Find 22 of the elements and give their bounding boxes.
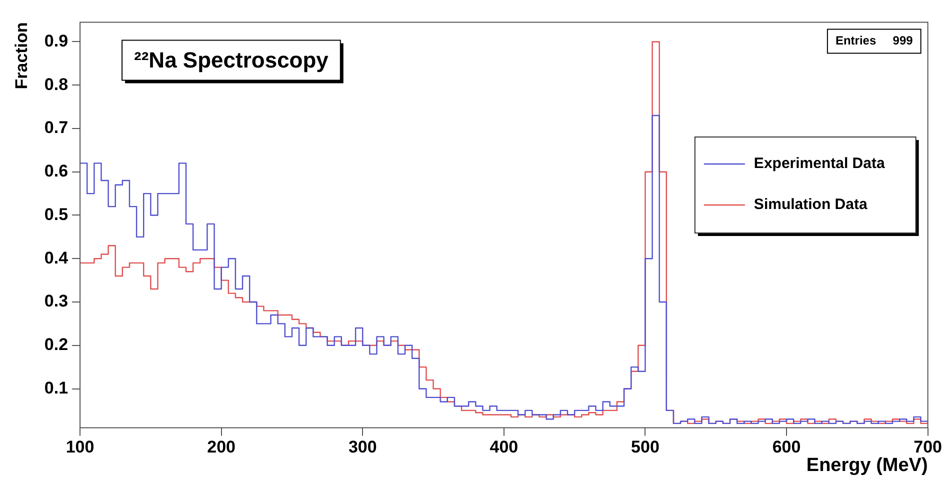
y-tick-label: 0.2 xyxy=(44,335,68,354)
y-tick-label: 0.6 xyxy=(44,162,68,181)
y-tick-label: 0.8 xyxy=(44,74,68,94)
x-tick-label: 300 xyxy=(348,438,377,457)
y-tick-label: 0.3 xyxy=(44,292,68,311)
x-axis-title: Energy (MeV) xyxy=(806,454,928,476)
y-tick-label: 0.5 xyxy=(44,204,68,224)
x-tick-label: 200 xyxy=(207,438,236,457)
y-tick-label: 0.9 xyxy=(44,31,68,50)
x-tick-label: 600 xyxy=(772,438,801,457)
x-tick-label: 500 xyxy=(631,438,660,457)
x-tick-label: 100 xyxy=(66,438,94,457)
x-tick-label: 400 xyxy=(490,438,518,457)
y-tick-label: 0.1 xyxy=(44,378,68,398)
legend-label: Experimental Data xyxy=(754,155,886,172)
legend-label: Simulation Data xyxy=(754,196,868,214)
x-tick-label: 700 xyxy=(914,438,942,457)
text: ²²Na Spectroscopy xyxy=(134,47,330,72)
y-tick-label: 0.4 xyxy=(44,248,69,268)
annotation: Entries 999 xyxy=(835,34,914,48)
y-tick-label: 0.7 xyxy=(44,118,68,138)
y-axis-title: Fraction xyxy=(12,22,31,90)
